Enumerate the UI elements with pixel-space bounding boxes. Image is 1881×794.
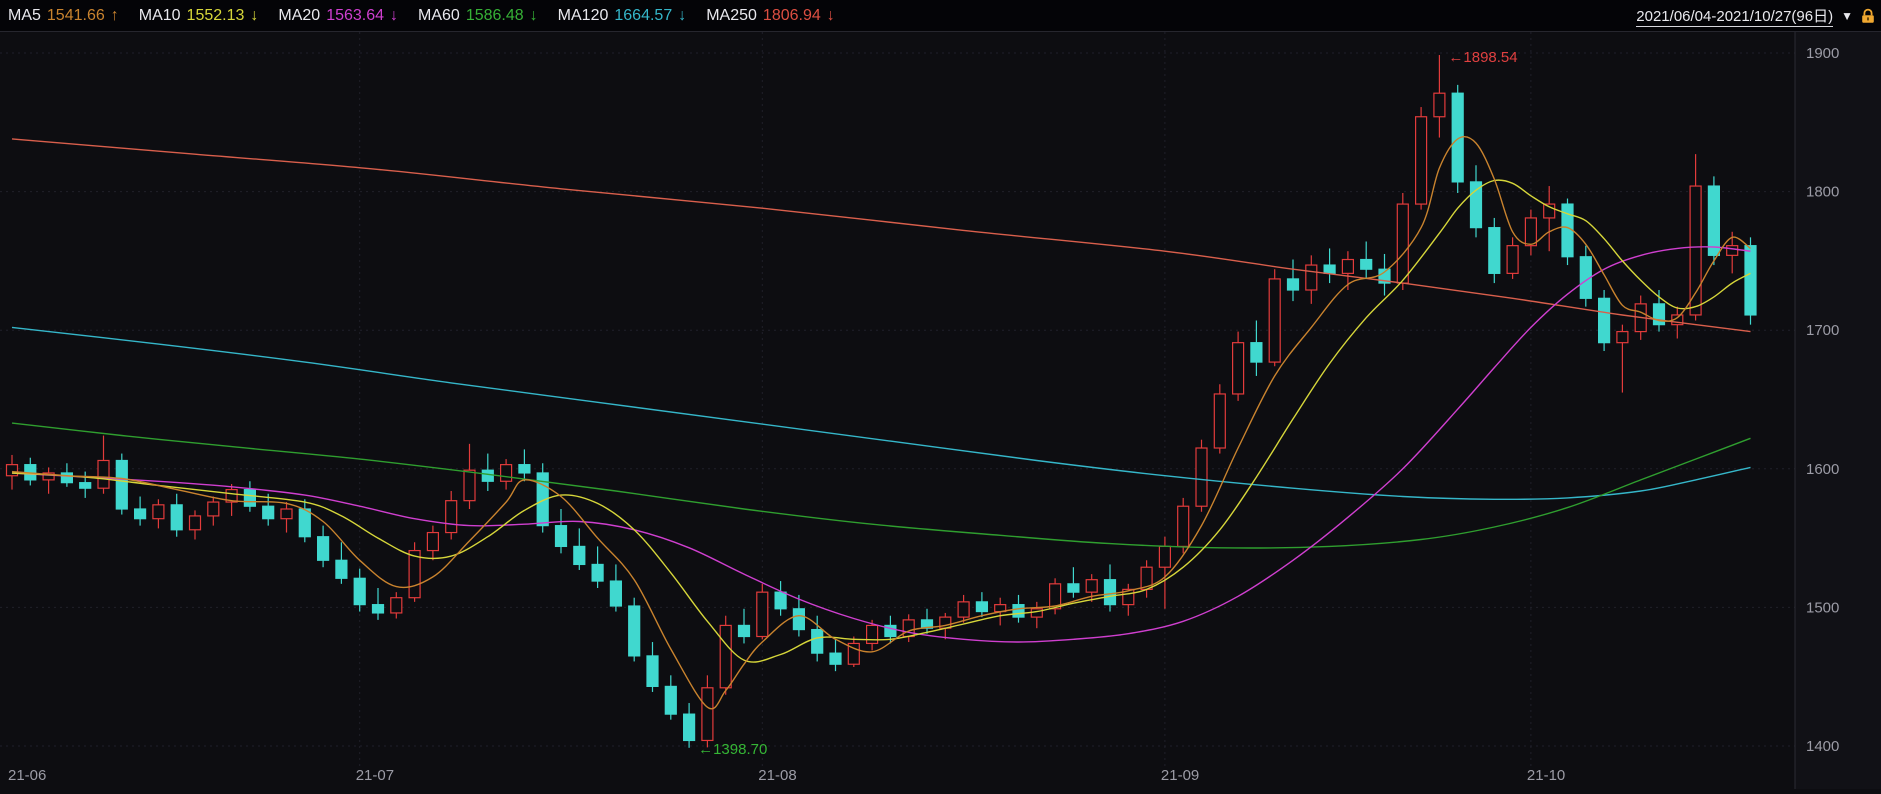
- ma10-trend-arrow-icon: ↓: [250, 6, 259, 24]
- date-range-selector[interactable]: 2021/06/04-2021/10/27(96日): [1636, 5, 1834, 27]
- ma20-legend-item: MA20 1563.64 ↓: [278, 7, 398, 25]
- candlestick-chart[interactable]: 1900 1800 1700 1600 1500 1400 21-06 21-07 21-08 2…: [0, 32, 1881, 789]
- svg-text:1800: 1800: [1806, 184, 1839, 201]
- ma120-value: 1664.57: [614, 6, 673, 24]
- ma-legend: MA5 1541.66 ↑ MA10 1552.13 ↓ MA20 1563.6…: [8, 7, 835, 25]
- svg-text:1500: 1500: [1806, 599, 1839, 616]
- chart-canvas[interactable]: 1900 1800 1700 1600 1500 1400 21-06 21-07 21-08 2…: [0, 32, 1881, 789]
- ma120-legend-item: MA120 1664.57 ↓: [558, 7, 687, 25]
- svg-text:1400: 1400: [1806, 738, 1839, 755]
- ma5-label: MA5: [8, 6, 41, 24]
- date-range-label: 2021/06/04-2021/10/27(96日): [1636, 8, 1834, 27]
- ma5-trend-arrow-icon: ↑: [110, 6, 119, 24]
- ma60-legend-item: MA60 1586.48 ↓: [418, 7, 538, 25]
- ma250-legend-item: MA250 1806.94 ↓: [706, 7, 835, 25]
- ma60-trend-arrow-icon: ↓: [529, 6, 538, 24]
- ma250-label: MA250: [706, 6, 757, 24]
- ma120-label: MA120: [557, 6, 609, 24]
- svg-text:←1898.54: ←1898.54: [1448, 49, 1517, 66]
- ma60-value: 1586.48: [465, 6, 524, 24]
- ma120-trend-arrow-icon: ↓: [678, 6, 687, 24]
- lock-icon[interactable]: [1861, 8, 1875, 24]
- ma5-value: 1541.66: [46, 6, 105, 24]
- ma20-label: MA20: [278, 6, 321, 24]
- svg-text:21-06: 21-06: [8, 767, 46, 784]
- svg-text:←1398.70: ←1398.70: [698, 741, 767, 758]
- ma20-trend-arrow-icon: ↓: [390, 6, 399, 24]
- svg-text:1700: 1700: [1806, 322, 1839, 339]
- ma-legend-bar: MA5 1541.66 ↑ MA10 1552.13 ↓ MA20 1563.6…: [0, 0, 1881, 32]
- ma5-legend-item: MA5 1541.66 ↑: [8, 7, 119, 25]
- svg-text:21-10: 21-10: [1527, 767, 1565, 784]
- topbar-right-controls: 2021/06/04-2021/10/27(96日) ▼: [1636, 5, 1875, 27]
- chevron-down-icon[interactable]: ▼: [1841, 8, 1853, 23]
- ma60-label: MA60: [418, 6, 460, 24]
- ma10-legend-item: MA10 1552.13 ↓: [139, 7, 259, 25]
- svg-text:21-07: 21-07: [356, 767, 394, 784]
- ma250-trend-arrow-icon: ↓: [826, 6, 835, 24]
- ma250-value: 1806.94: [762, 6, 821, 24]
- svg-text:21-08: 21-08: [758, 767, 796, 784]
- ma10-value: 1552.13: [186, 6, 245, 24]
- ma10-label: MA10: [138, 6, 181, 24]
- lock-glyph: [1862, 8, 1874, 23]
- svg-text:1600: 1600: [1806, 461, 1839, 478]
- svg-text:1900: 1900: [1806, 45, 1839, 62]
- ma20-value: 1563.64: [326, 6, 385, 24]
- svg-text:21-09: 21-09: [1161, 767, 1199, 784]
